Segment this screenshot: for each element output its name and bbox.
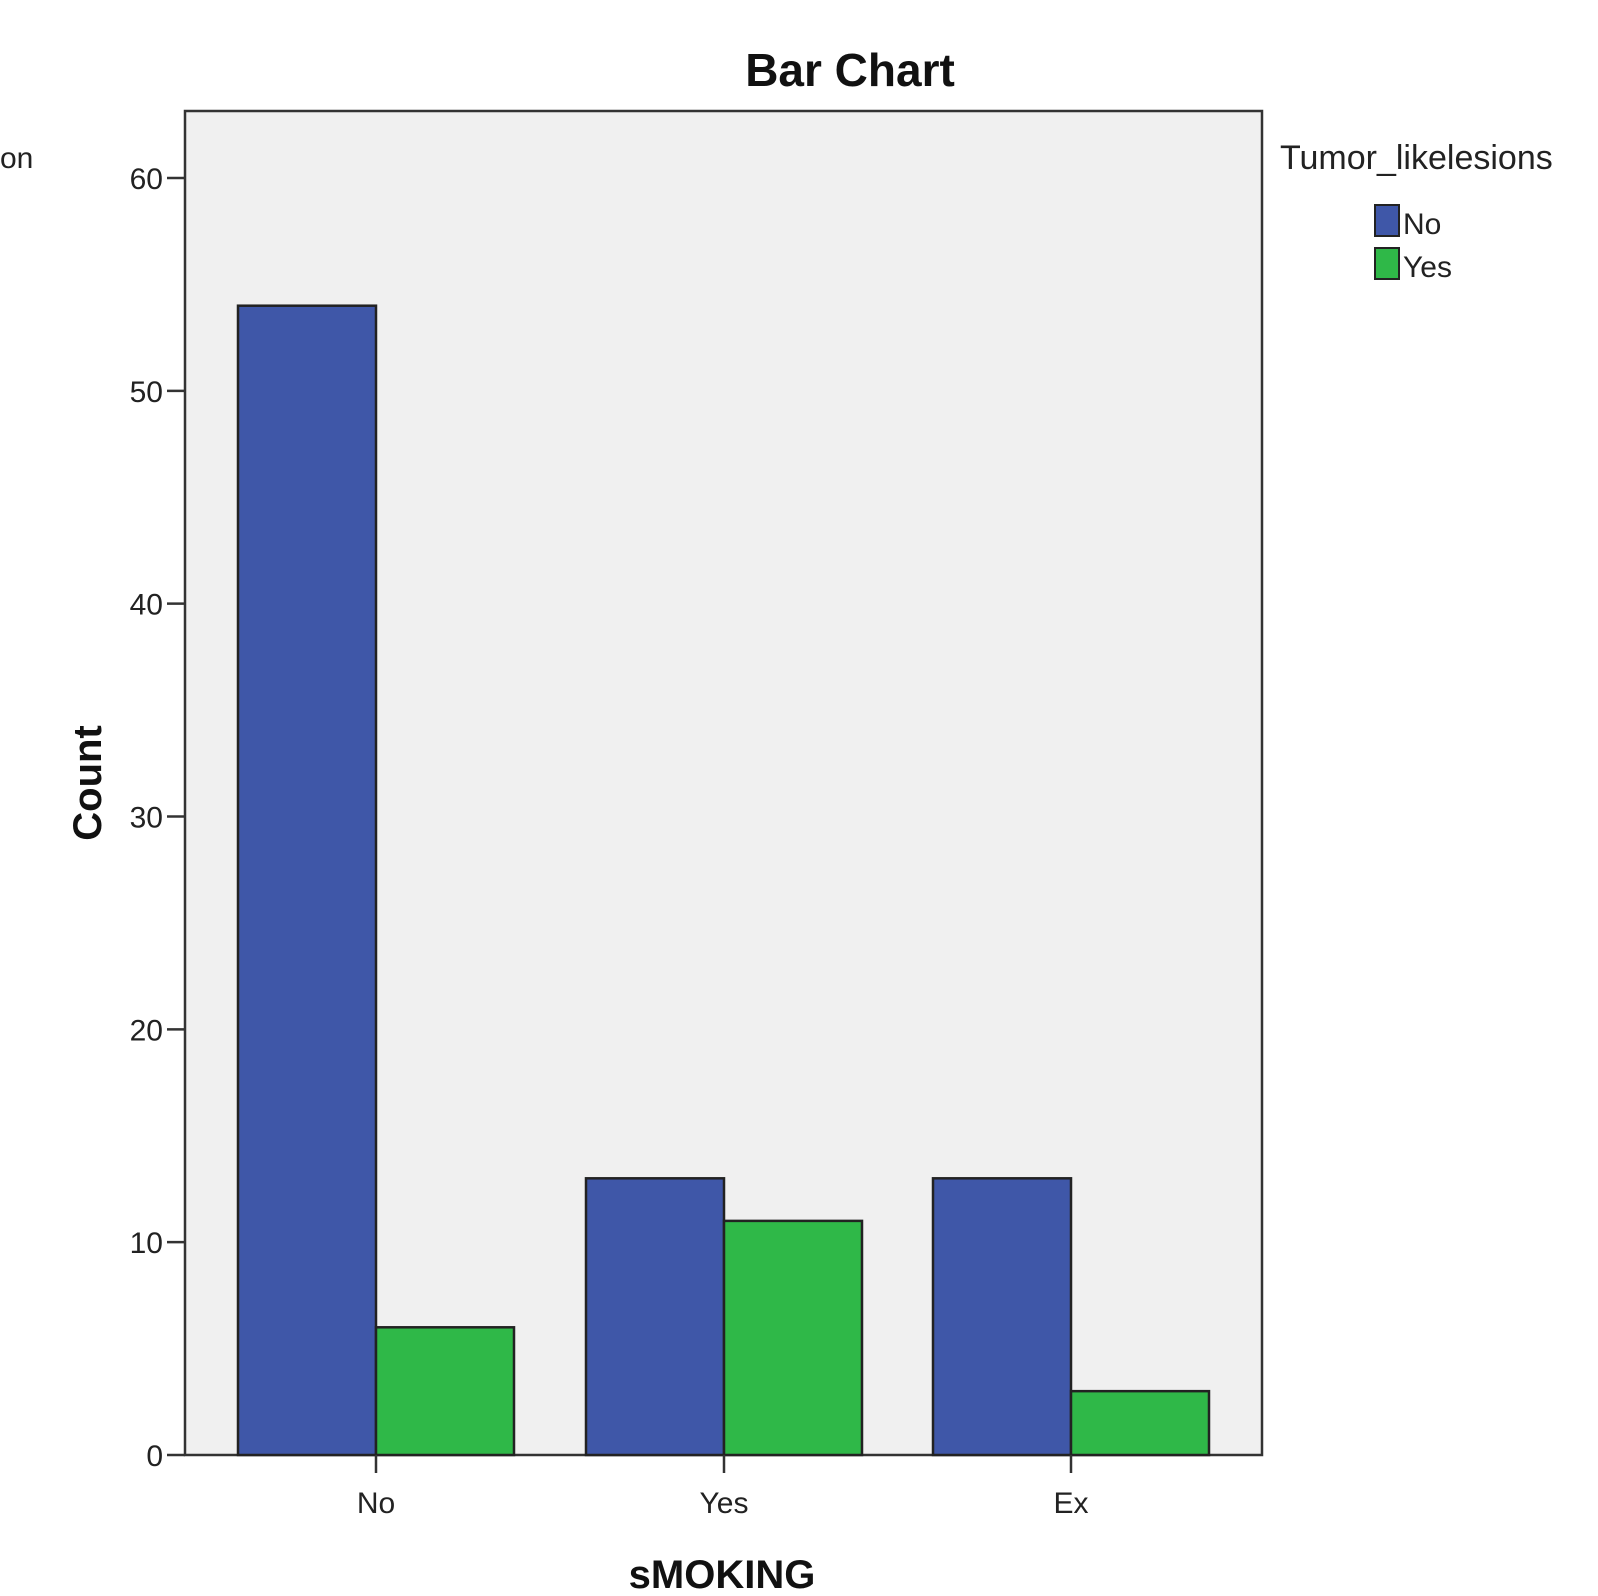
bar-ex-no — [931, 1177, 1073, 1457]
x-axis-title: sMOKING — [629, 1553, 816, 1596]
y-tick-label-60: 60 — [130, 163, 163, 196]
y-axis: 0 10 20 30 40 50 60 — [130, 163, 185, 1473]
legend-swatch-yes — [1374, 247, 1400, 280]
bars — [236, 304, 1211, 1457]
x-axis: No Yes Ex — [357, 1455, 1089, 1520]
y-tick-label-50: 50 — [130, 376, 163, 409]
y-tick-label-0: 0 — [146, 1440, 163, 1473]
left-edge-fragment: on — [0, 142, 33, 175]
bar-yes-no — [584, 1177, 726, 1457]
x-tick-label-yes: Yes — [700, 1487, 749, 1520]
y-tick-label-10: 10 — [130, 1227, 163, 1260]
bar-no-yes — [374, 1326, 516, 1457]
chart-title: Bar Chart — [745, 44, 955, 96]
y-tick-label-30: 30 — [130, 802, 163, 835]
bar-no-no — [236, 304, 378, 1457]
bar-yes-yes — [722, 1219, 864, 1457]
y-axis-title: Count — [66, 725, 110, 841]
legend-swatch-no — [1374, 204, 1400, 237]
legend-label-no: No — [1403, 208, 1441, 241]
legend-label-yes: Yes — [1403, 251, 1452, 284]
y-tick-label-20: 20 — [130, 1014, 163, 1047]
legend-title: Tumor_likelesions — [1280, 139, 1553, 177]
y-tick-label-40: 40 — [130, 589, 163, 622]
legend: Tumor_likelesions No Yes — [1280, 139, 1553, 284]
bar-ex-yes — [1069, 1389, 1211, 1457]
x-tick-label-ex: Ex — [1053, 1487, 1088, 1520]
x-tick-label-no: No — [357, 1487, 395, 1520]
